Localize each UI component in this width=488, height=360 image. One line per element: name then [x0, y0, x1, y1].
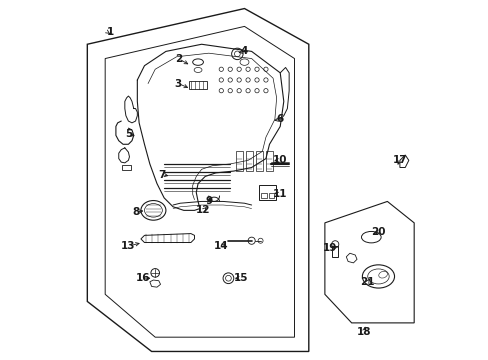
Bar	[255, 152, 263, 171]
Text: 15: 15	[233, 273, 248, 283]
Bar	[245, 152, 253, 171]
Bar	[265, 152, 273, 171]
Text: 5: 5	[124, 129, 132, 139]
Bar	[189, 81, 206, 89]
Bar	[260, 193, 266, 198]
Text: 12: 12	[196, 205, 210, 215]
Text: 13: 13	[121, 241, 135, 251]
Text: 14: 14	[214, 241, 228, 251]
Bar	[235, 152, 243, 171]
Text: 17: 17	[392, 156, 407, 165]
Text: 7: 7	[158, 170, 166, 180]
Text: 1: 1	[107, 27, 114, 37]
Text: 10: 10	[272, 156, 287, 165]
Text: 6: 6	[276, 114, 283, 124]
Text: 11: 11	[272, 189, 287, 199]
Text: 18: 18	[356, 327, 371, 337]
Text: 16: 16	[135, 273, 150, 283]
Text: 3: 3	[174, 78, 182, 89]
Text: 9: 9	[205, 197, 212, 206]
Text: 8: 8	[132, 207, 139, 217]
Text: 2: 2	[174, 54, 182, 64]
Bar	[122, 165, 131, 170]
Text: 20: 20	[370, 227, 385, 237]
Text: 21: 21	[360, 277, 374, 287]
Text: 4: 4	[240, 46, 248, 57]
Bar	[331, 246, 338, 257]
Bar	[258, 185, 275, 200]
Bar	[268, 193, 274, 198]
Text: 19: 19	[323, 243, 337, 253]
